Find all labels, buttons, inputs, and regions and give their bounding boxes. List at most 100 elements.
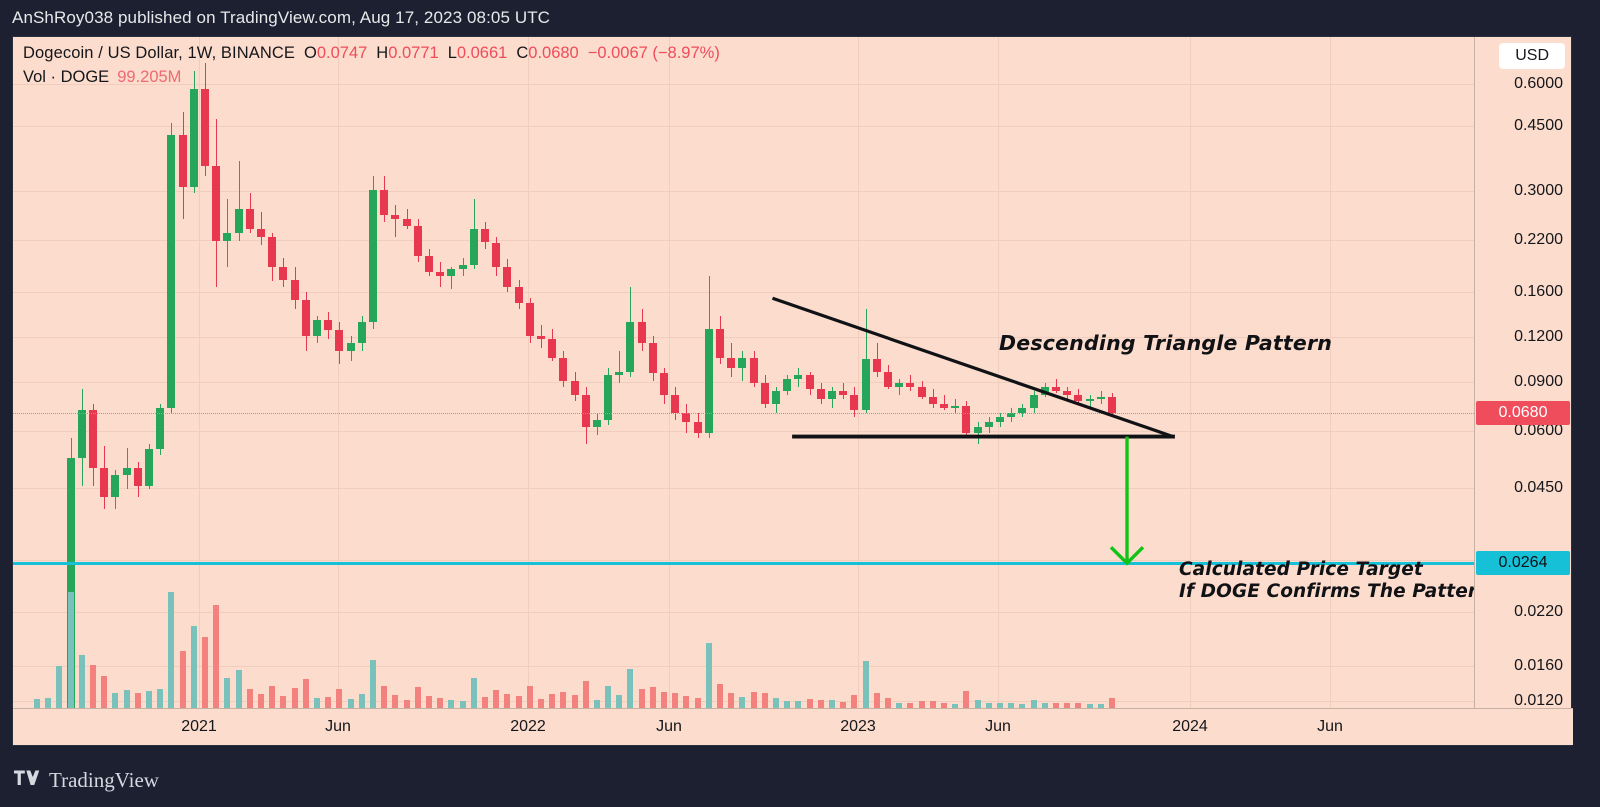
candle-body: [1096, 397, 1105, 400]
candle-wick: [619, 351, 620, 383]
volume-bar: [873, 692, 880, 710]
candle-body: [268, 236, 277, 267]
horizontal-gridline: [13, 431, 1476, 432]
volume-bar: [649, 686, 656, 710]
candle-body: [884, 371, 893, 387]
candle-body: [671, 394, 680, 413]
price-axis-label: 0.0120: [1514, 692, 1563, 709]
volume-bar: [896, 702, 903, 710]
candle-body: [279, 266, 288, 281]
candle-body: [581, 394, 590, 428]
candle-body: [234, 208, 243, 234]
candle-body: [861, 359, 870, 411]
annotation-price-target-line2: If DOGE Confirms The Pattern: [1179, 581, 1476, 602]
annotation-descending-triangle: Descending Triangle Pattern: [999, 331, 1333, 355]
volume-bar: [616, 694, 623, 710]
candle-body: [1029, 394, 1038, 408]
chart-plot-area[interactable]: Descending Triangle Pattern Calculated P…: [13, 37, 1476, 710]
candle-body: [469, 229, 478, 265]
volume-bar: [627, 669, 634, 710]
candle-body: [660, 373, 669, 395]
candle-body: [928, 397, 937, 404]
volume-bar: [56, 665, 63, 710]
volume-bar: [437, 698, 444, 710]
volume-bar: [862, 661, 869, 710]
candle-body: [413, 225, 422, 256]
candle-body: [951, 405, 960, 408]
legend-symbol[interactable]: Dogecoin / US Dollar, 1W, BINANCE: [23, 44, 295, 62]
candle-body: [940, 403, 949, 408]
candle-body: [592, 419, 601, 428]
candle-body: [290, 280, 299, 300]
volume-bar: [705, 643, 712, 710]
candle-body: [514, 286, 523, 304]
volume-bar: [806, 698, 813, 710]
chart-frame: Descending Triangle Pattern Calculated P…: [12, 36, 1573, 746]
candle-body: [626, 322, 635, 372]
price-axis-label: 0.1200: [1514, 328, 1563, 345]
candle-body: [256, 229, 265, 237]
candle-body: [1074, 394, 1083, 402]
horizontal-gridline: [13, 488, 1476, 489]
attribution-text: AnShRoy038 published on TradingView.com,…: [12, 8, 551, 27]
candle-wick: [395, 205, 396, 237]
candle-body: [346, 343, 355, 352]
volume-bar: [246, 689, 253, 710]
legend-volume-title[interactable]: Vol · DOGE: [23, 68, 110, 86]
calculated-price-target-line[interactable]: [13, 562, 1476, 566]
price-axis-label: 0.3000: [1514, 182, 1563, 199]
candle-wick: [227, 199, 228, 267]
price-axis-label: 0.0450: [1514, 479, 1563, 496]
volume-series: [13, 590, 1476, 710]
volume-bar: [941, 702, 948, 710]
candle-body: [111, 474, 120, 498]
price-axis-label: 0.1600: [1514, 283, 1563, 300]
price-axis-label: 0.0900: [1514, 373, 1563, 390]
candle-body: [738, 357, 747, 368]
currency-badge[interactable]: USD: [1499, 43, 1565, 69]
annotation-price-target: Calculated Price Target If DOGE Confirms…: [1179, 559, 1476, 603]
candle-body: [88, 410, 97, 469]
candle-body: [749, 357, 758, 383]
candle-body: [503, 266, 512, 287]
time-axis-label: Jun: [1317, 718, 1343, 735]
volume-bar: [1109, 697, 1115, 710]
volume-bar: [1008, 703, 1015, 710]
legend-open-value: 0.0747: [316, 44, 368, 62]
candle-body: [693, 422, 702, 433]
horizontal-gridline: [13, 191, 1476, 192]
candle-body: [144, 449, 153, 486]
chart-legend: Dogecoin / US Dollar, 1W, BINANCE O0.0747…: [23, 43, 720, 88]
volume-bar: [963, 691, 970, 710]
candle-body: [536, 336, 545, 339]
volume-bar: [694, 697, 701, 710]
candle-body: [984, 422, 993, 428]
volume-bar: [952, 703, 959, 710]
time-axis[interactable]: 2021 Jun 2022 Jun 2023 Jun 2024 Jun: [13, 708, 1573, 745]
volume-bar: [560, 691, 567, 710]
horizontal-gridline: [13, 666, 1476, 667]
horizontal-gridline: [13, 84, 1476, 85]
price-axis[interactable]: USD 0.6000 0.4500 0.3000 0.2200 0.1600 0.1200…: [1474, 37, 1571, 710]
volume-bar: [302, 679, 309, 710]
price-axis-label: 0.0160: [1514, 657, 1563, 674]
volume-bar: [829, 700, 836, 710]
volume-bar: [190, 626, 197, 710]
candle-body: [648, 343, 657, 374]
legend-close-value: 0.0680: [528, 44, 579, 62]
current-price-badge: 0.0680: [1476, 400, 1570, 425]
legend-low-label: L: [447, 44, 457, 62]
candle-body: [167, 134, 176, 408]
candle-wick: [899, 378, 900, 395]
legend-high-value: 0.0771: [388, 44, 439, 62]
horizontal-gridline: [13, 560, 1476, 561]
vertical-gridline: [669, 37, 670, 710]
candle-body: [783, 378, 792, 391]
price-axis-label: 0.6000: [1514, 75, 1563, 92]
volume-bar: [123, 690, 130, 710]
volume-bar: [997, 703, 1004, 710]
volume-bar: [683, 695, 690, 710]
volume-bar: [661, 692, 668, 710]
volume-bar: [549, 693, 556, 710]
candle-body: [212, 166, 221, 241]
